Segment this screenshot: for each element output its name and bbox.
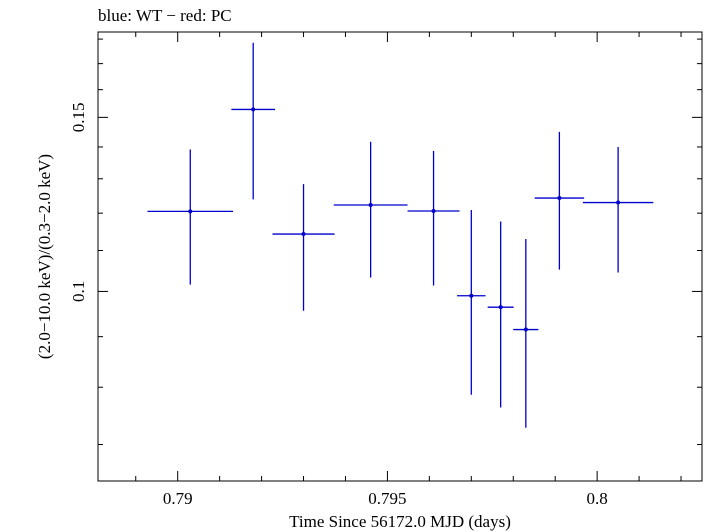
point-marker — [616, 200, 621, 205]
point-marker — [251, 107, 256, 112]
data-point — [231, 42, 276, 200]
x-axis-label: Time Since 56172.0 MJD (days) — [289, 512, 511, 531]
x-tick-label: 0.8 — [587, 489, 608, 508]
data-marks — [147, 42, 654, 428]
y-tick-label: 0.1 — [69, 281, 88, 302]
data-point — [582, 146, 654, 273]
point-marker — [498, 305, 503, 310]
data-point — [147, 149, 234, 285]
plot-frame — [97, 31, 703, 482]
point-marker — [469, 293, 474, 298]
data-point — [513, 238, 539, 428]
point-marker — [188, 209, 193, 214]
data-point — [534, 131, 585, 270]
point-marker — [368, 203, 373, 208]
data-point — [272, 184, 335, 311]
x-tick-label: 0.795 — [368, 489, 406, 508]
point-marker — [301, 232, 306, 237]
data-point — [487, 221, 514, 408]
data-point — [457, 209, 486, 395]
chart-title: blue: WT − red: PC — [98, 6, 232, 25]
y-tick-label: 0.15 — [69, 102, 88, 132]
point-marker — [557, 196, 562, 201]
data-point — [333, 141, 408, 278]
y-axis-label: (2.0−10.0 keV)/(0.3−2.0 keV) — [35, 154, 54, 359]
axis-ticks — [98, 32, 702, 481]
x-tick-label: 0.79 — [163, 489, 193, 508]
point-marker — [523, 327, 528, 332]
point-marker — [431, 209, 436, 214]
data-point — [407, 150, 460, 286]
axis-tick-labels: 0.79 0.795 0.8 0.1 0.15 — [69, 102, 608, 508]
